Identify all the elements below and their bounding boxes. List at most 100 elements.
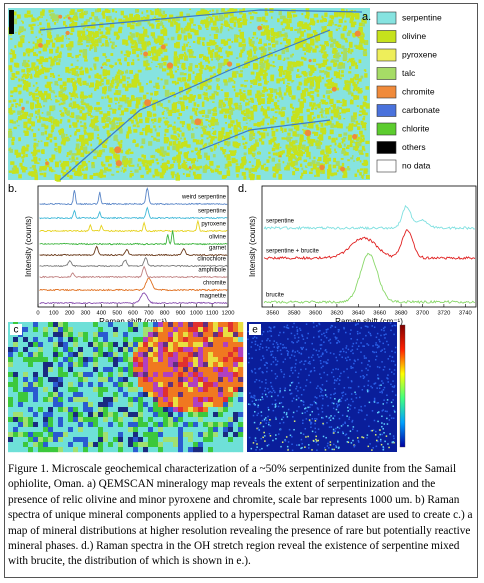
map-grain — [197, 77, 201, 81]
map-grain — [339, 77, 342, 80]
map-grain — [229, 130, 232, 134]
panel-label: a. — [362, 11, 371, 23]
map-grain — [156, 132, 160, 137]
map-grain — [135, 118, 138, 122]
spectrum-label: chromite — [203, 281, 227, 287]
map-grain — [68, 92, 71, 95]
map-pixel — [23, 437, 29, 443]
map-grain — [141, 138, 146, 145]
legend-swatch — [376, 159, 397, 173]
map-grain — [247, 57, 250, 61]
map-grain — [177, 140, 181, 146]
map-chromite — [226, 61, 233, 67]
map-pixel — [13, 387, 19, 393]
map-grain — [220, 146, 224, 150]
map-pixel — [203, 432, 209, 438]
map-pixel — [153, 392, 159, 398]
map-pixel — [88, 387, 94, 393]
map-pixel — [173, 352, 179, 358]
map-pixel — [8, 372, 14, 378]
map-grain — [205, 163, 208, 165]
map-grain — [152, 46, 157, 49]
map-grain — [214, 118, 218, 123]
map-speck — [390, 383, 392, 386]
map-pixel — [218, 417, 224, 423]
map-grain — [174, 20, 177, 23]
map-grain — [72, 101, 77, 107]
map-speck — [267, 338, 269, 340]
map-grain — [193, 56, 197, 59]
map-grain — [227, 23, 230, 27]
map-grain — [304, 22, 308, 28]
map-speck — [393, 409, 396, 412]
map-pixel — [133, 387, 139, 393]
map-speck — [378, 387, 381, 390]
map-grain — [33, 18, 37, 22]
map-grain — [215, 46, 219, 50]
map-grain — [203, 128, 207, 134]
map-grain — [118, 143, 123, 149]
map-pixel — [118, 377, 124, 383]
map-speck — [278, 334, 280, 337]
map-pixel — [188, 377, 194, 383]
map-grain — [360, 75, 364, 79]
map-grain — [163, 27, 167, 32]
map-pixel — [123, 437, 129, 443]
map-grain — [332, 38, 337, 44]
map-pixel — [53, 432, 59, 438]
map-grain — [352, 88, 356, 92]
map-grain — [330, 15, 335, 20]
map-grain — [285, 70, 290, 78]
map-speck — [254, 437, 257, 439]
map-pixel — [43, 342, 49, 348]
map-grain — [215, 45, 219, 49]
map-speck — [248, 403, 250, 405]
map-grain — [126, 149, 130, 155]
map-pixel — [108, 442, 114, 448]
map-grain — [285, 154, 289, 157]
map-pixel — [178, 372, 184, 378]
map-grain — [228, 150, 232, 152]
map-grain — [78, 134, 84, 142]
map-grain — [65, 44, 68, 48]
map-speck — [247, 361, 250, 364]
map-speck — [360, 409, 362, 411]
map-grain — [164, 18, 168, 21]
map-grain — [51, 42, 56, 48]
map-grain — [156, 83, 159, 85]
map-grain — [167, 37, 170, 41]
map-grain — [233, 124, 237, 128]
map-grain — [156, 24, 160, 29]
map-grain — [95, 80, 99, 84]
x-tick-label: 100 — [49, 311, 59, 317]
map-grain — [208, 142, 211, 146]
map-pixel — [158, 337, 164, 343]
map-grain — [114, 76, 119, 81]
map-pixel — [198, 417, 204, 423]
map-grain — [164, 79, 169, 85]
map-pixel — [228, 427, 234, 433]
map-pixel — [58, 322, 64, 328]
map-grain — [224, 154, 227, 158]
map-pixel — [78, 362, 84, 368]
map-grain — [202, 43, 205, 47]
map-grain — [94, 56, 99, 62]
map-pixel — [58, 427, 64, 433]
map-grain — [254, 168, 258, 172]
map-grain — [111, 119, 115, 124]
map-pixel — [158, 372, 164, 378]
map-grain — [255, 81, 258, 83]
map-grain — [260, 121, 264, 126]
map-pixel — [143, 407, 149, 413]
map-speck — [270, 385, 273, 388]
legend-label: talc — [402, 68, 416, 78]
map-pixel — [148, 402, 154, 408]
map-speck — [306, 379, 308, 381]
map-grain — [183, 137, 186, 140]
map-grain — [50, 90, 55, 93]
map-grain — [171, 80, 177, 84]
map-grain — [347, 61, 349, 63]
map-pixel — [208, 352, 214, 358]
map-grain — [364, 14, 367, 16]
map-speck — [392, 441, 395, 443]
